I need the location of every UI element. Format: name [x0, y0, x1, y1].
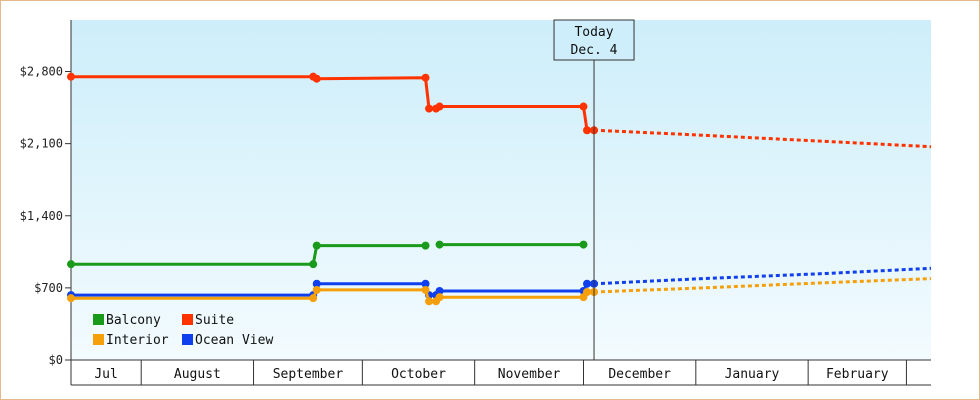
- month-label: Jul: [94, 367, 117, 382]
- forecast-line: [593, 128, 932, 149]
- data-point: [579, 102, 588, 111]
- data-point: [435, 286, 444, 295]
- today-marker: Today Dec. 4: [553, 19, 635, 360]
- data-point: [583, 288, 591, 296]
- data-point: [421, 279, 430, 288]
- data-point: [67, 260, 75, 269]
- y-tick-label: $700: [34, 281, 63, 295]
- axes: $0 $700 $1,400 $2,100 $2,800 Jul August Septemb…: [20, 20, 931, 386]
- series-suite: [67, 72, 932, 149]
- y-tick-label: $1,400: [20, 209, 63, 223]
- data-point: [67, 294, 75, 303]
- today-box: [553, 19, 635, 61]
- series-balcony: [67, 240, 588, 269]
- y-tick-label: $2,800: [20, 65, 63, 79]
- month-label: August: [174, 367, 221, 382]
- data-point: [425, 104, 434, 113]
- today-date: Dec. 4: [571, 43, 618, 58]
- data-point: [583, 126, 591, 135]
- data-point: [435, 240, 444, 249]
- month-label: January: [725, 367, 780, 382]
- series-interior: [67, 277, 932, 306]
- month-label: September: [273, 367, 344, 382]
- month-label: November: [498, 367, 561, 382]
- plot-area: [71, 20, 931, 360]
- legend-swatch: [182, 334, 193, 345]
- forecast-line: [593, 277, 932, 294]
- data-point: [67, 72, 75, 81]
- legend-label: Ocean View: [195, 333, 273, 348]
- data-point: [309, 294, 318, 303]
- y-tick-label: $0: [49, 353, 63, 367]
- data-point: [425, 297, 434, 306]
- data-point: [312, 285, 321, 294]
- legend-label: Balcony: [106, 313, 161, 328]
- data-point: [421, 241, 430, 250]
- y-tick-label: $2,100: [20, 137, 63, 151]
- data-point: [312, 279, 321, 288]
- legend-label: Interior: [106, 333, 169, 348]
- legend-swatch: [93, 314, 104, 325]
- legend: Balcony Suite Interior Ocean View: [93, 313, 273, 348]
- series: [67, 72, 932, 306]
- month-label: February: [826, 367, 889, 382]
- data-point: [421, 73, 430, 82]
- month-label: December: [608, 367, 671, 382]
- data-point: [435, 293, 444, 302]
- legend-label: Suite: [195, 313, 234, 328]
- data-point: [309, 260, 318, 269]
- data-point: [435, 102, 444, 111]
- data-point: [583, 279, 591, 288]
- legend-swatch: [182, 314, 193, 325]
- data-point: [579, 240, 588, 249]
- today-label: Today: [574, 25, 613, 40]
- month-label: October: [391, 367, 446, 382]
- legend-swatch: [93, 334, 104, 345]
- data-point: [421, 285, 430, 294]
- data-point: [312, 74, 321, 83]
- forecast-line: [593, 266, 932, 286]
- data-point: [312, 241, 321, 250]
- series-line: [71, 244, 426, 266]
